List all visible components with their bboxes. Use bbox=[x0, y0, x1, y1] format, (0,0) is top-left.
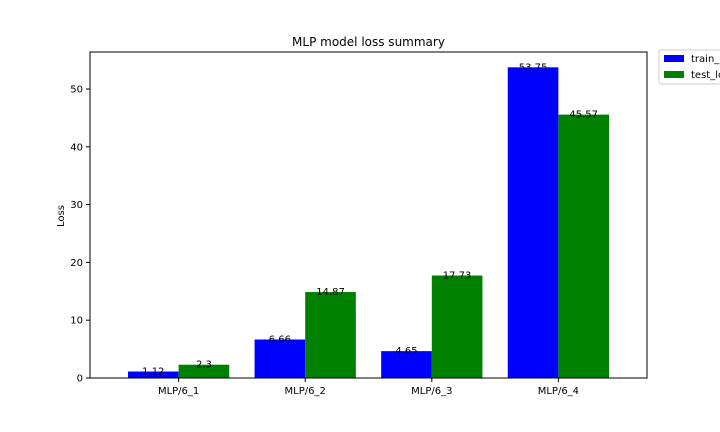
legend-swatch-test_loss bbox=[664, 71, 684, 78]
data-label-train_loss-2: 4.65 bbox=[395, 346, 417, 357]
x-tick-label: MLP/6_1 bbox=[158, 386, 199, 397]
bar-train_loss-2 bbox=[381, 351, 432, 378]
data-label-test_loss-2: 17.73 bbox=[443, 271, 472, 282]
data-label-test_loss-0: 2.3 bbox=[196, 360, 212, 371]
x-tick-label: MLP/6_4 bbox=[538, 386, 579, 397]
bar-test_loss-3 bbox=[558, 114, 610, 378]
bar-train_loss-0 bbox=[127, 371, 179, 378]
bar-test_loss-2 bbox=[431, 275, 483, 378]
data-label-test_loss-3: 45.57 bbox=[569, 110, 598, 121]
y-tick-label: 10 bbox=[70, 316, 83, 327]
y-tick-label: 30 bbox=[70, 200, 83, 211]
legend-label-test_loss: test_loss bbox=[691, 70, 720, 81]
y-tick-label: 40 bbox=[70, 142, 83, 153]
legend: train_loss test_loss bbox=[658, 49, 720, 85]
y-tick-label: 20 bbox=[70, 258, 83, 269]
x-tick-label: MLP/6_3 bbox=[411, 386, 452, 397]
legend-swatch-train_loss bbox=[664, 55, 684, 62]
data-label-train_loss-0: 1.12 bbox=[142, 367, 164, 378]
bar-train_loss-3 bbox=[507, 67, 559, 378]
x-tick-label: MLP/6_2 bbox=[285, 386, 326, 397]
data-label-train_loss-3: 53.75 bbox=[519, 62, 548, 73]
y-axis-label: Loss bbox=[56, 205, 67, 227]
plot-frame bbox=[89, 51, 648, 379]
data-label-train_loss-1: 6.66 bbox=[269, 335, 291, 346]
bar-test_loss-0 bbox=[178, 364, 230, 378]
y-tick-label: 50 bbox=[70, 84, 83, 95]
bar-test_loss-1 bbox=[305, 292, 356, 378]
plot-area: 1.12 6.66 4.65 53.75 2.3 14.87 17.73 45.57 0 10 20… bbox=[70, 62, 610, 397]
bar-train_loss-1 bbox=[254, 339, 306, 378]
chart-title: MLP model loss summary bbox=[292, 35, 445, 49]
y-tick-label: 0 bbox=[77, 374, 83, 385]
data-label-test_loss-1: 14.87 bbox=[316, 287, 345, 298]
legend-label-train_loss: train_loss bbox=[691, 54, 720, 65]
